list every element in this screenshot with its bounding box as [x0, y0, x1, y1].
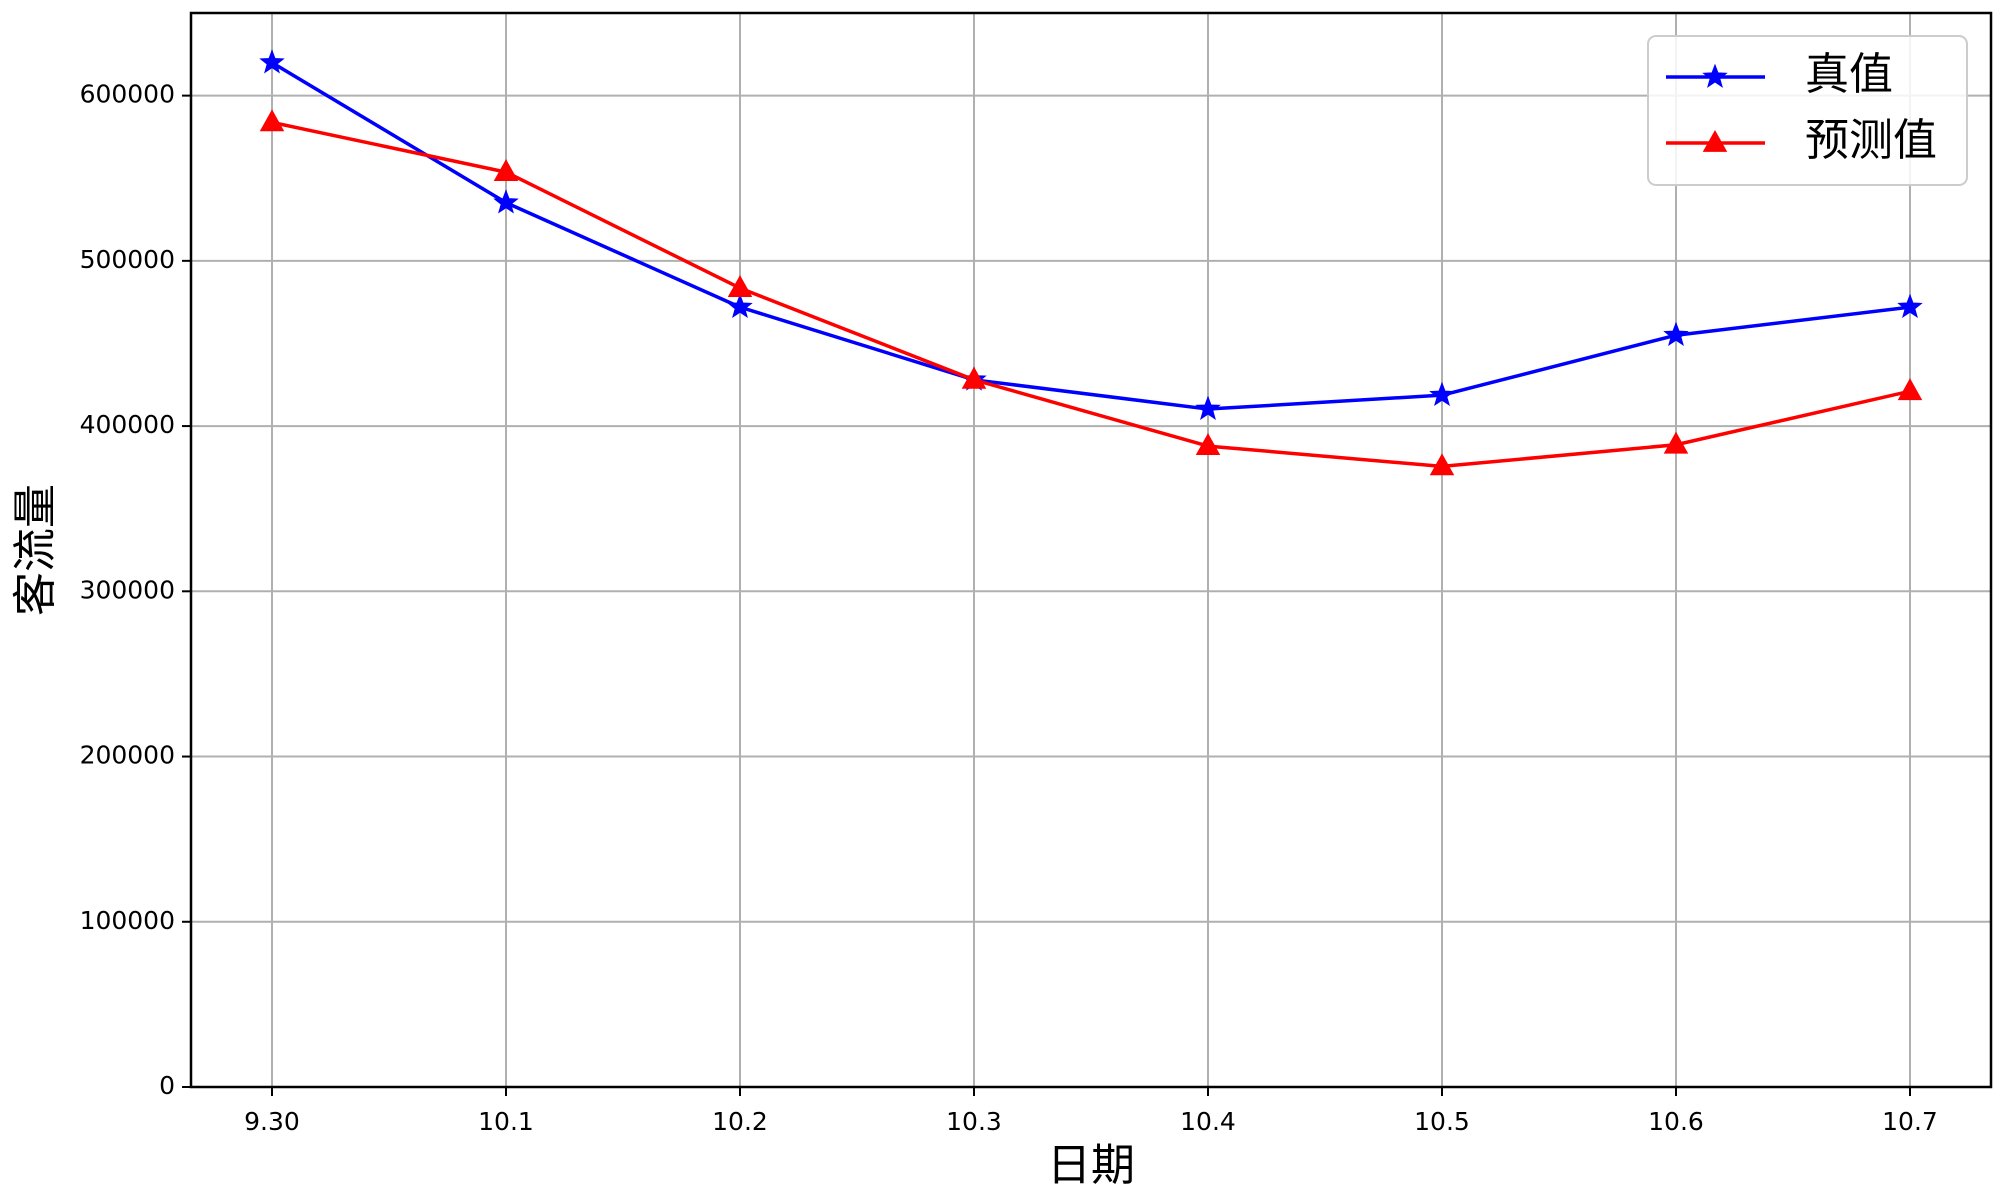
- x-axis-label: 日期: [1047, 1140, 1135, 1191]
- y-tick-label: 100000: [80, 906, 175, 935]
- data-point: [1195, 433, 1221, 455]
- x-tick-label: 10.7: [1882, 1107, 1938, 1136]
- y-tick-label: 600000: [80, 80, 175, 109]
- x-tick-label: 10.4: [1180, 1107, 1236, 1136]
- y-tick-label: 300000: [80, 575, 175, 604]
- data-point: [1663, 431, 1689, 454]
- data-point: [1897, 378, 1923, 401]
- legend-marker: [1702, 129, 1728, 152]
- legend-box: [1647, 35, 1968, 186]
- data-point: [961, 366, 987, 389]
- data-point: [493, 159, 519, 181]
- plot-lines: [259, 49, 1923, 476]
- data-point: [1663, 321, 1689, 347]
- legend-marker: [1702, 63, 1728, 88]
- data-point: [259, 49, 285, 74]
- y-tick-label: 400000: [80, 410, 175, 439]
- x-tick-label: 10.5: [1414, 1107, 1470, 1136]
- data-point: [493, 189, 519, 214]
- y-tick-label: 200000: [80, 741, 175, 770]
- legend-label: 预测值: [1805, 115, 1937, 166]
- series-line: [271, 61, 1911, 411]
- data-point: [727, 275, 753, 297]
- x-tick-label: 10.1: [478, 1107, 534, 1136]
- data-point: [1429, 381, 1455, 407]
- y-tick-label: 0: [159, 1071, 175, 1100]
- data-point: [1897, 293, 1923, 318]
- legend-label: 真值: [1805, 49, 1893, 100]
- data-point: [1429, 453, 1455, 476]
- plot-frame: [189, 11, 1993, 1089]
- x-tick-label: 10.6: [1648, 1107, 1704, 1136]
- data-point: [1195, 395, 1221, 420]
- x-tick-label: 9.30: [244, 1107, 300, 1136]
- x-tick-label: 10.2: [712, 1107, 768, 1136]
- y-axis-label: 客流量: [10, 484, 61, 616]
- y-tick-label: 500000: [80, 245, 175, 274]
- series-line: [271, 120, 1911, 469]
- x-tick-label: 10.3: [946, 1107, 1002, 1136]
- data-point: [259, 109, 285, 132]
- data-point: [727, 293, 753, 318]
